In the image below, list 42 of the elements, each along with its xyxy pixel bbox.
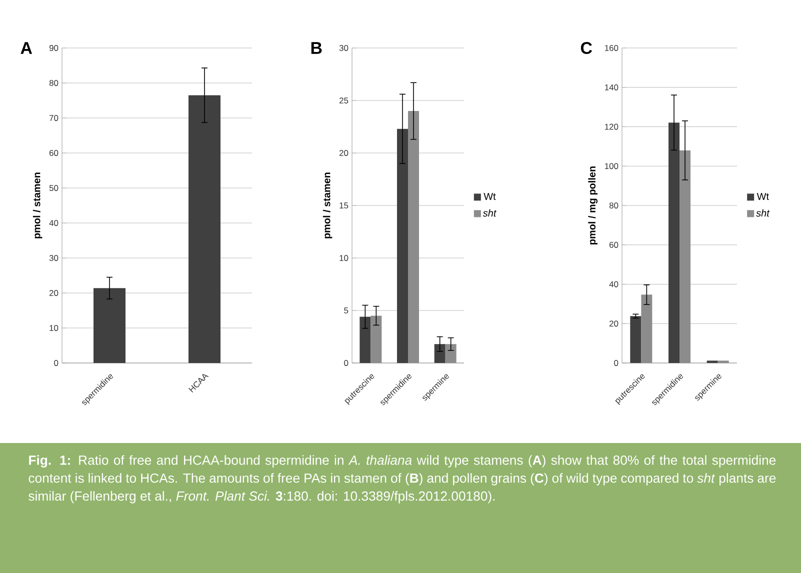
y-tick-label: 40 xyxy=(49,220,58,226)
y-tick-label: 120 xyxy=(605,124,618,130)
y-axis-title: pmol / stamen xyxy=(32,172,42,238)
y-tick-label: 0 xyxy=(344,360,348,366)
y-tick-label: 80 xyxy=(49,80,58,86)
y-tick-label: 50 xyxy=(49,185,58,191)
chart-title: C xyxy=(580,42,592,54)
y-tick-label: 60 xyxy=(610,242,618,248)
bar xyxy=(668,122,680,363)
y-tick-label: 25 xyxy=(339,97,348,104)
bar xyxy=(360,316,371,363)
bar xyxy=(397,128,408,363)
legend-label: Wt xyxy=(756,192,769,200)
y-tick-label: 90 xyxy=(49,45,58,51)
y-tick-label: 20 xyxy=(49,290,58,296)
bar xyxy=(630,316,642,363)
y-tick-label: 70 xyxy=(50,115,58,121)
y-tick-label: 30 xyxy=(339,44,348,51)
y-tick-label: 0 xyxy=(54,360,58,366)
bar xyxy=(434,344,446,363)
legend-label: sht xyxy=(482,209,497,217)
chart-title: A xyxy=(20,42,32,54)
y-tick-label: 60 xyxy=(50,150,58,156)
y-tick-label: 15 xyxy=(340,202,348,208)
y-axis-title: pmol / mg pollen xyxy=(588,166,598,244)
y-tick-label: 40 xyxy=(609,281,618,288)
chart-title: B xyxy=(311,42,322,54)
y-tick-label: 10 xyxy=(340,254,348,261)
y-tick-label: 100 xyxy=(605,163,618,170)
y-tick-label: 30 xyxy=(49,254,58,261)
y-tick-label: 160 xyxy=(605,44,618,51)
y-axis-title: pmol / stamen xyxy=(322,172,332,238)
legend-label: sht xyxy=(756,209,770,217)
y-tick-label: 10 xyxy=(50,324,58,331)
y-tick-label: 20 xyxy=(339,150,348,156)
y-tick-label: 0 xyxy=(614,360,618,366)
legend-label: Wt xyxy=(484,192,496,200)
y-tick-label: 20 xyxy=(609,320,618,327)
y-tick-label: 80 xyxy=(609,202,618,208)
y-tick-label: 140 xyxy=(605,84,618,90)
y-tick-label: 5 xyxy=(344,308,348,314)
text: Fig. 1: Ratio of free and HCAA-bound spermidine in A. thaliana wild type stamens (A) show that 80% of the total spermidine content is linked to HCAs. The amounts of free PAs in stamen of (B) and pollen grains (C) of wild type compared to sht plants are similar (Fellenberg et al., Front. Plant Sci. 3:180. doi: 10.3389/fpls.2012.00180). xyxy=(28,455,776,504)
